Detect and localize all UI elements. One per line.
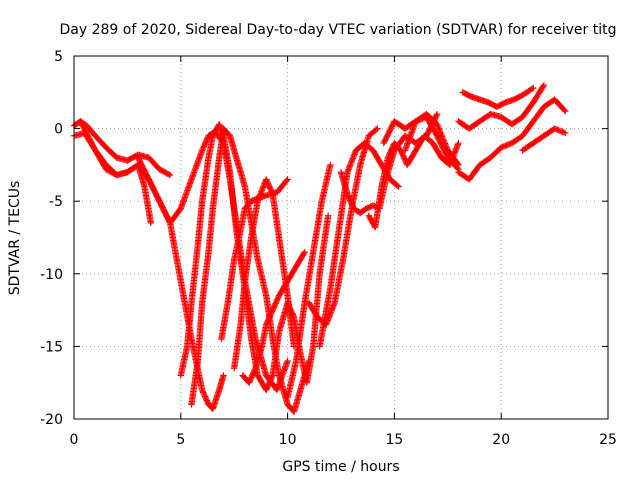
data-point-marker [166,171,174,179]
data-point-marker [436,127,444,135]
x-tick-label: 15 [385,432,403,448]
y-tick-label: -20 [40,412,63,428]
data-point-marker [454,165,461,172]
x-tick-label: 25 [599,432,617,448]
data-point-marker [220,372,227,379]
data-point-marker [434,122,441,129]
data-point-marker [435,123,442,131]
data-point-marker [433,110,441,118]
series-18 [455,96,569,183]
data-point-marker [268,373,276,380]
series-4 [134,154,227,413]
y-axis-label: SDTVAR / TECUs [7,181,23,296]
data-point-marker [147,219,155,227]
y-tick-label: -5 [49,194,63,210]
data-point-marker [327,161,334,169]
data-point-marker [374,125,381,132]
x-tick-label: 20 [492,432,510,448]
y-tick-label: 5 [54,49,63,65]
data-point-marker [166,218,173,225]
x-tick-label: 10 [279,432,297,448]
data-point-marker [284,176,291,183]
data-point-marker [433,112,440,119]
data-point-marker [268,189,276,196]
data-point-marker [301,248,308,256]
data-point-marker [437,130,445,138]
y-tick-label: -15 [40,339,63,355]
data-markers [70,81,569,415]
axis-ticks: 0 5 10 15 20 25 5 0 -5 -10 -15 -20 [40,49,617,448]
data-point-marker [437,129,444,136]
data-point-marker [284,357,291,365]
data-point-marker [562,107,569,115]
data-point-marker [290,312,297,320]
plot-frame [73,55,609,420]
series-11 [284,161,334,401]
chart-title: Day 289 of 2020, Sidereal Day-to-day VTE… [60,22,617,38]
data-point-marker [455,139,462,147]
data-point-marker [562,129,569,137]
data-point-marker [324,212,332,219]
data-point-marker [528,85,536,92]
data-point-marker [561,106,568,114]
x-tick-label: 0 [70,432,79,448]
data-point-marker [540,81,548,89]
data-point-marker [395,183,402,190]
y-tick-label: -10 [40,267,63,283]
series-10 [263,212,332,394]
data-point-marker [283,177,290,184]
series-19 [455,81,548,132]
x-axis-label: GPS time / hours [282,459,399,475]
data-point-marker [436,126,443,133]
data-point-marker [300,250,308,257]
series-21 [519,125,569,154]
data-point-marker [394,182,401,189]
data-point-marker [539,83,547,90]
data-point-marker [435,125,443,132]
series-9 [239,248,308,386]
y-tick-label: 0 [54,122,63,138]
x-tick-label: 5 [176,432,185,448]
data-point-marker [438,132,445,139]
data-point-marker [373,126,380,133]
data-point-marker [530,84,537,92]
series-20 [459,84,537,111]
data-point-marker [165,171,173,178]
data-point-marker [433,121,441,128]
